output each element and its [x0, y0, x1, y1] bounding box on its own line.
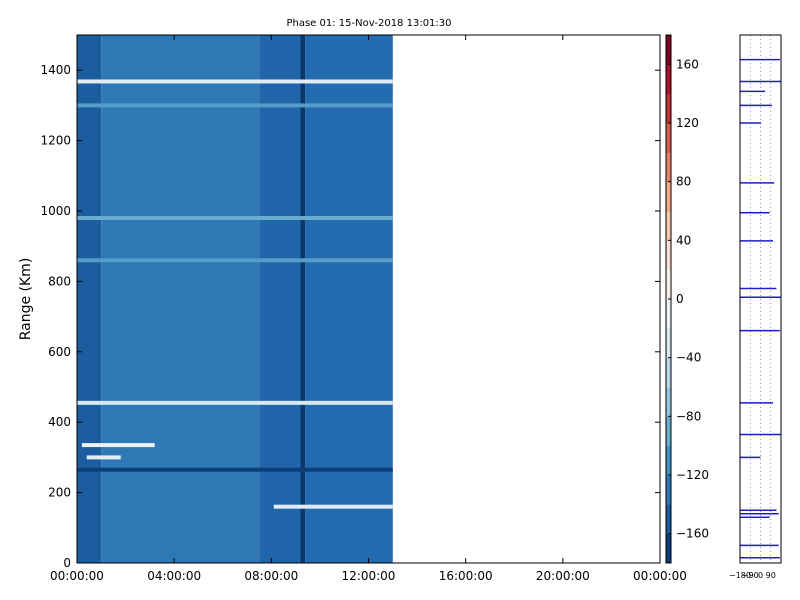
chart-title: Phase 01: 15-Nov-2018 13:01:30 — [286, 18, 451, 29]
heatmap-column-3 — [300, 35, 306, 563]
heatmap-band-3 — [77, 258, 393, 263]
colorbar-tick-label: 40 — [676, 233, 691, 247]
y-axis: 0 200 400 600 800 1000 1200 1400 — [40, 63, 660, 570]
colorbar-segment — [666, 328, 671, 359]
colorbar-gradient — [666, 35, 671, 564]
heatmap-band-1 — [77, 103, 393, 108]
heatmap-column-0 — [77, 35, 102, 563]
y-axis-label: Range (Km) — [18, 258, 34, 341]
colorbar-segment — [666, 299, 671, 329]
y-tick-label: 1000 — [40, 204, 71, 218]
colorbar-segment — [666, 93, 671, 124]
profile-tick-label: 90 — [766, 571, 776, 580]
y-tick-label: 1200 — [40, 134, 71, 148]
colorbar-segment — [666, 533, 671, 564]
colorbar-segment — [666, 504, 671, 535]
x-tick-label: 12:00:00 — [342, 569, 396, 583]
profile-frame — [739, 34, 782, 564]
heatmap-plot: 00:00:00 04:00:00 08:00:00 12:00:00 16:00:00… — [18, 34, 687, 583]
colorbar: 160 120 80 40 0 −40 −80 −120 −160 — [665, 34, 709, 564]
y-tick-label: 0 — [63, 556, 71, 570]
colorbar-segment — [666, 35, 671, 65]
colorbar-segment — [666, 181, 671, 212]
y-tick-label: 400 — [48, 415, 71, 429]
heatmap-band-6 — [86, 455, 121, 460]
heatmap-band-7 — [77, 467, 393, 472]
x-tick-label: 00:00:00 — [633, 569, 687, 583]
colorbar-ticks: 160 120 80 40 0 −40 −80 −120 −160 — [668, 57, 709, 541]
colorbar-segment — [666, 357, 671, 388]
colorbar-tick-label: 0 — [676, 292, 684, 306]
x-tick-label: 00:00:00 — [50, 569, 104, 583]
profile-tick-label: −90 — [742, 571, 759, 580]
colorbar-segment — [666, 64, 671, 95]
colorbar-tick-label: −120 — [676, 468, 709, 482]
heatmap-band-2 — [77, 216, 393, 221]
colorbar-segment — [666, 152, 671, 183]
colorbar-tick-label: −40 — [676, 351, 701, 365]
heatmap-column-1 — [101, 35, 260, 563]
y-tick-label: 200 — [48, 486, 71, 500]
profile-x-axis: −180−90 0 90 — [729, 571, 776, 580]
heatmap-column-2 — [259, 35, 301, 563]
colorbar-segment — [666, 211, 671, 241]
colorbar-segment — [666, 416, 671, 447]
profile-tick-label: −180 — [729, 571, 751, 580]
profile-tick-label: 0 — [758, 571, 763, 580]
y-tick-label: 600 — [48, 345, 71, 359]
y-tick-label: 1400 — [40, 63, 71, 77]
heatmap-band-0 — [77, 79, 393, 84]
colorbar-segment — [666, 269, 671, 300]
colorbar-tick-label: 160 — [676, 57, 699, 71]
colorbar-segment — [666, 123, 671, 153]
colorbar-tick-label: −160 — [676, 527, 709, 541]
heatmap-band-4 — [77, 400, 393, 405]
colorbar-segment — [666, 387, 671, 417]
colorbar-tick-label: 120 — [676, 116, 699, 130]
colorbar-tick-label: −80 — [676, 409, 701, 423]
x-tick-label: 20:00:00 — [536, 569, 590, 583]
x-axis: 00:00:00 04:00:00 08:00:00 12:00:00 16:00:00… — [50, 35, 687, 583]
x-tick-label: 04:00:00 — [147, 569, 201, 583]
x-tick-label: 16:00:00 — [439, 569, 493, 583]
colorbar-segment — [666, 445, 671, 476]
heatmap-cells — [77, 35, 393, 563]
colorbar-segment — [666, 240, 671, 271]
heatmap-band-5 — [81, 443, 155, 448]
y-tick-label: 800 — [48, 274, 71, 288]
colorbar-segment — [666, 475, 671, 505]
profile-plot: −180−90 0 90 — [729, 34, 782, 580]
heatmap-band-8 — [273, 504, 393, 509]
heatmap-column-4 — [305, 35, 393, 563]
profile-spikes — [740, 58, 781, 559]
colorbar-tick-label: 80 — [676, 175, 691, 189]
x-tick-label: 08:00:00 — [244, 569, 298, 583]
